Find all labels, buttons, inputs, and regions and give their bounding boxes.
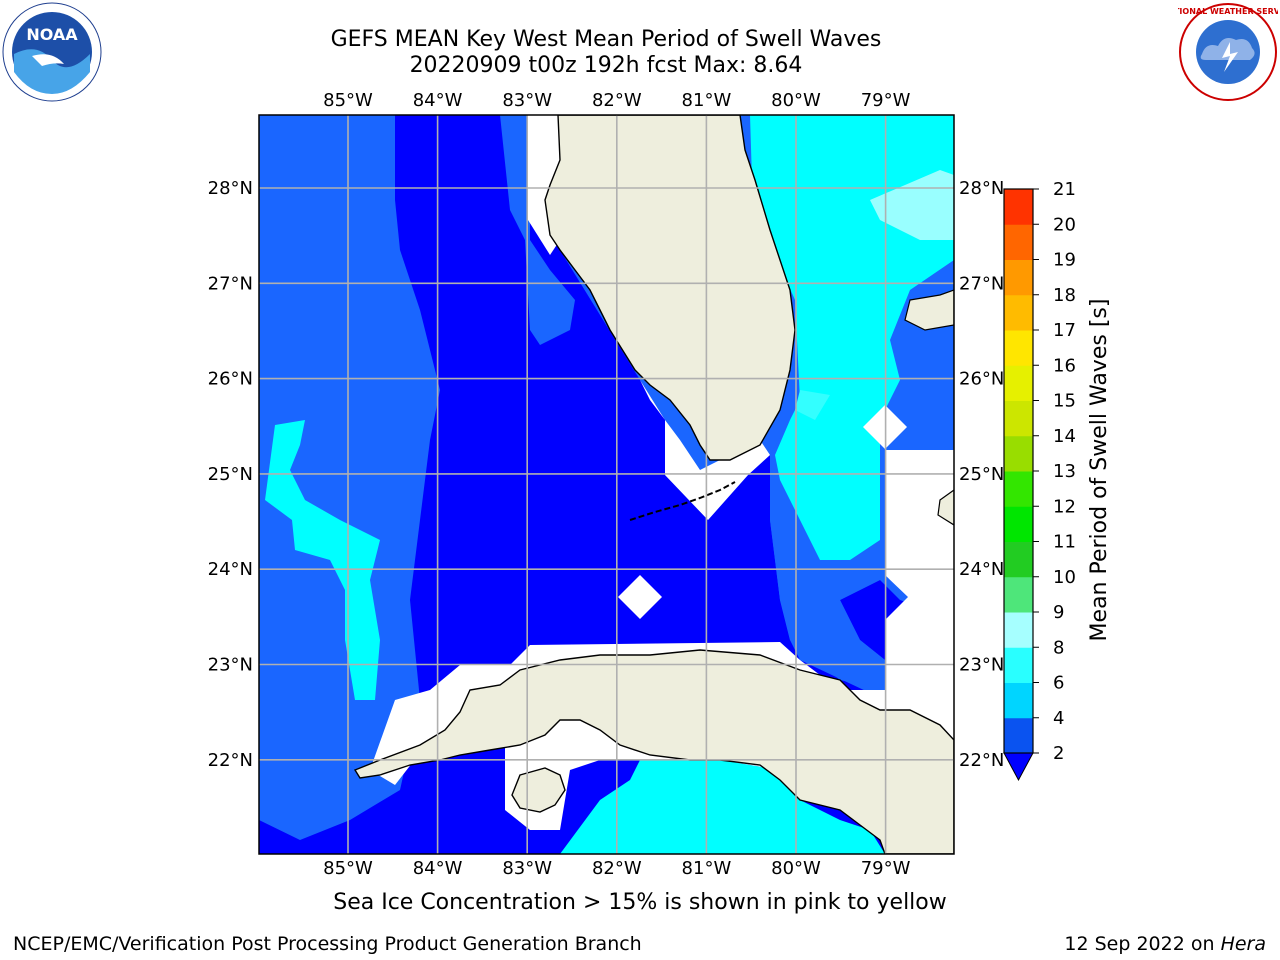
lat-label-left: 28°N [208,178,253,199]
map-area [259,115,954,854]
date-value: 12 Sep 2022 on [1064,933,1215,955]
lon-labels-bottom: 85°W 84°W 83°W 82°W 81°W 80°W 79°W [323,858,911,879]
credit-text: NCEP/EMC/Verification Post Processing Pr… [13,933,642,955]
colorbar-tick-label: 16 [1053,355,1076,376]
lat-label-left: 22°N [208,750,253,771]
nws-logo-text: NATIONAL WEATHER SERVICE [1178,7,1278,16]
colorbar-segment [1004,576,1033,613]
lon-label-top: 80°W [771,90,821,111]
colorbar-segment [1004,541,1033,578]
lon-label-top: 84°W [413,90,463,111]
ocean-lightcyan-patch [795,390,830,420]
colorbar-tick-label: 17 [1053,320,1076,341]
lat-label-right: 26°N [959,369,1004,390]
lon-label-top: 82°W [592,90,642,111]
lat-label-left: 27°N [208,273,253,294]
colorbar-label: Mean Period of Swell Waves [s] [1087,299,1112,642]
isla-juventud-land [511,767,566,813]
lon-label-bottom: 79°W [861,858,911,879]
colorbar-extend-arrow [1003,752,1034,782]
bahamas-land [904,289,954,331]
andros-land [937,489,954,526]
chart-title: GEFS MEAN Key West Mean Period of Swell … [330,27,882,52]
colorbar-segment [1004,330,1033,366]
date-text: 12 Sep 2022 on Hera [1064,933,1266,955]
lat-label-left: 26°N [208,369,253,390]
lon-label-bottom: 82°W [592,858,642,879]
ocean-cyan-south [560,760,885,854]
colorbar-segment [1004,365,1033,401]
colorbar-segment [1004,717,1033,754]
lat-label-right: 27°N [959,273,1004,294]
lat-label-right: 23°N [959,655,1004,676]
colorbar-tick-label: 8 [1053,637,1064,658]
colorbar-segment [1004,435,1033,472]
lon-label-bottom: 84°W [413,858,463,879]
colorbar-tick-label: 21 [1053,179,1076,200]
colorbar-segment [1004,400,1033,437]
lat-label-left: 24°N [208,559,253,580]
lat-label-left: 23°N [208,655,253,676]
colorbar-tick-label: 14 [1053,426,1076,447]
sea-ice-note: Sea Ice Concentration > 15% is shown in … [333,890,947,915]
colorbar-tick-label: 4 [1053,708,1064,729]
lat-label-right: 25°N [959,464,1004,485]
florida-keys [629,481,736,521]
colorbar: 2 4 6 8 9 10 11 12 13 14 15 16 17 18 19 20 21 [1003,179,1076,782]
colorbar-segment [1004,506,1033,542]
nodata-keys [640,380,770,520]
lat-label-left: 25°N [208,464,253,485]
lon-labels-top: 85°W 84°W 83°W 82°W 81°W 80°W 79°W [323,90,911,111]
colorbar-tick-label: 6 [1053,673,1064,694]
ocean-cyan-west [265,420,380,700]
colorbar-segment [1004,471,1033,507]
lon-label-top: 85°W [323,90,373,111]
colorbar-tick-label: 10 [1053,567,1076,588]
lon-label-top: 83°W [502,90,552,111]
colorbar-segment [1004,224,1033,260]
lat-label-right: 22°N [959,750,1004,771]
nodata-diamond-1 [618,575,662,619]
host-name: Hera [1220,933,1266,955]
noaa-logo-text: NOAA [26,25,78,44]
colorbar-tick-label: 2 [1053,743,1064,764]
colorbar-segment [1004,294,1033,331]
colorbar-tick-label: 12 [1053,496,1076,517]
lat-label-right: 28°N [959,178,1004,199]
colorbar-segment [1004,612,1033,648]
lon-label-bottom: 83°W [502,858,552,879]
colorbar-tick-label: 19 [1053,250,1076,271]
lon-label-top: 79°W [861,90,911,111]
colorbar-tick-label: 11 [1053,532,1076,553]
noaa-logo: NOAA [2,2,102,102]
lat-label-right: 24°N [959,559,1004,580]
colorbar-tick-label: 13 [1053,461,1076,482]
nws-logo: NATIONAL WEATHER SERVICE [1178,3,1278,101]
colorbar-tick-label: 18 [1053,285,1076,306]
colorbar-tick-label: 9 [1053,602,1064,623]
map-grid [259,115,954,854]
lat-labels-left: 28°N 27°N 26°N 25°N 24°N 23°N 22°N [208,178,253,771]
colorbar-segment [1004,259,1033,296]
map-frame [258,114,955,855]
lat-labels-right: 28°N 27°N 26°N 25°N 24°N 23°N 22°N [959,178,1004,771]
colorbar-segment [1004,647,1033,683]
chart-subtitle: 20220909 t00z 192h fcst Max: 8.64 [409,53,803,78]
colorbar-segment [1004,189,1033,225]
lon-label-top: 81°W [682,90,732,111]
colorbar-segment [1004,682,1033,719]
lon-label-bottom: 85°W [323,858,373,879]
lon-label-bottom: 80°W [771,858,821,879]
florida-land [544,115,796,461]
colorbar-tick-label: 15 [1053,391,1076,412]
colorbar-tick-label: 20 [1053,214,1076,235]
lon-label-bottom: 81°W [682,858,732,879]
